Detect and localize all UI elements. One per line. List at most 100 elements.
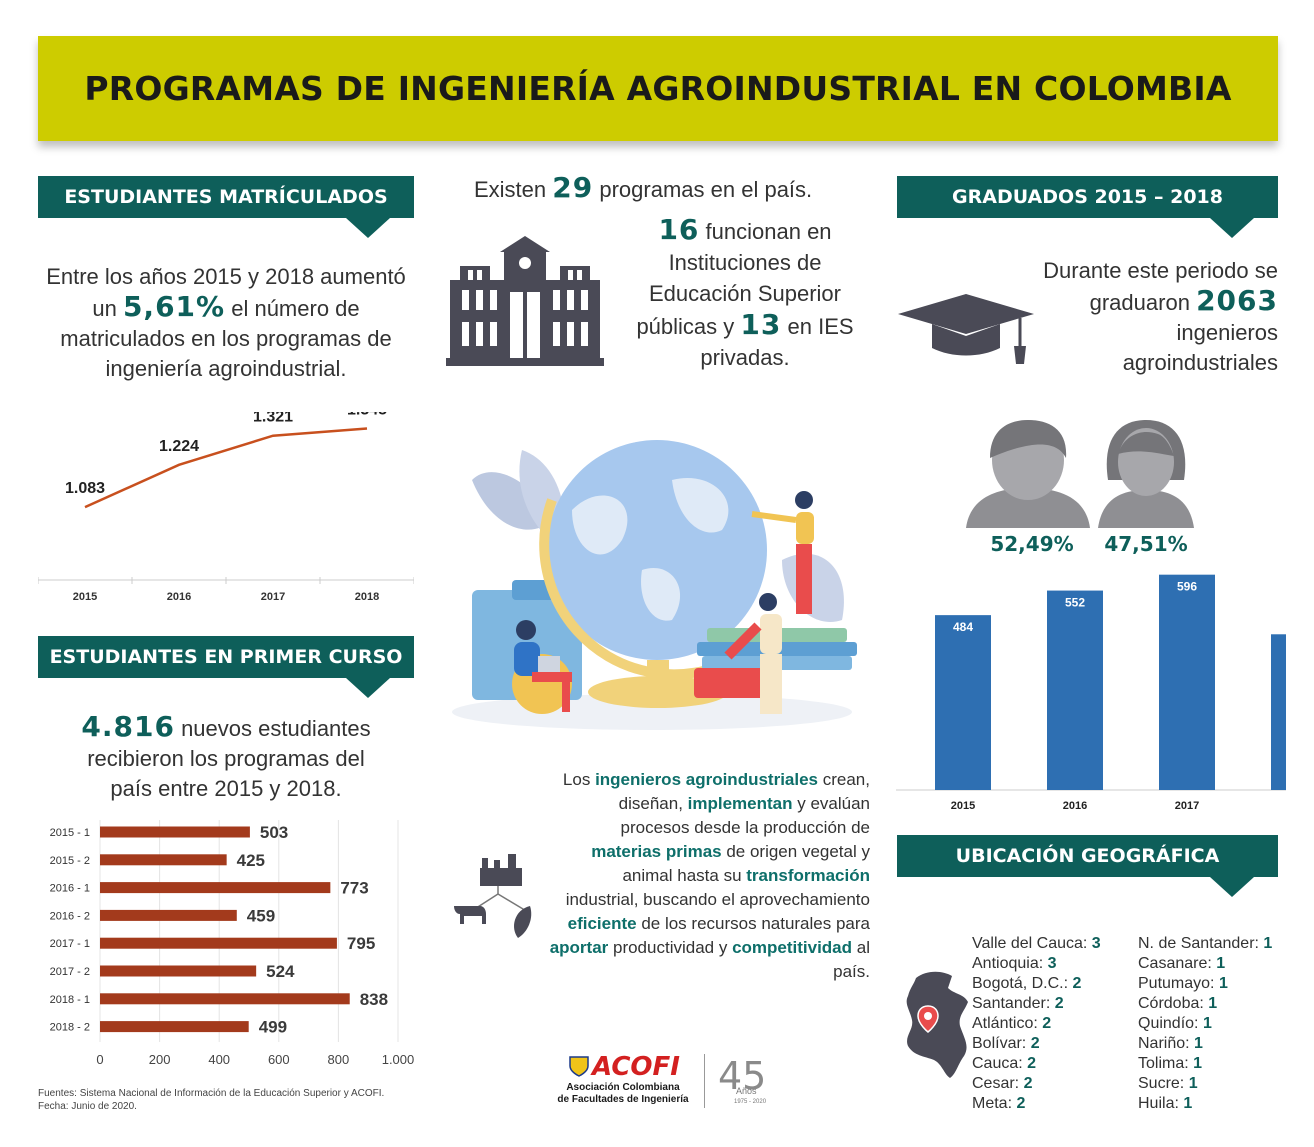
- tab-primer-curso: ESTUDIANTES EN PRIMER CURSO: [38, 636, 414, 698]
- ubicacion-item-name: N. de Santander:: [1138, 935, 1264, 952]
- line-chart-category-label: 2015: [73, 591, 97, 603]
- graduados-line-2-pre: graduaron: [1089, 290, 1190, 315]
- tab-notch: [346, 218, 390, 238]
- ubicacion-list-1: Valle del Cauca: 3 Antioquia: 3 Bogotá, D.…: [972, 934, 1101, 1114]
- ubicacion-item: Nariño: 1: [1138, 1034, 1272, 1054]
- primer-curso-text-1: nuevos estudiantes: [181, 716, 371, 741]
- description-text-part: productividad y: [608, 938, 733, 957]
- hbar-tick-label: 600: [268, 1052, 290, 1067]
- hbar-category-label: 2017 - 1: [50, 938, 90, 950]
- matriculados-highlight: 5,61%: [122, 290, 226, 323]
- ubicacion-item: Sucre: 1: [1138, 1074, 1272, 1094]
- description-text-part: Los: [562, 770, 596, 789]
- description-highlight: eficiente: [567, 914, 637, 933]
- ubicacion-item: Bolívar: 2: [972, 1034, 1101, 1054]
- vbar-value-label: 552: [1065, 596, 1085, 610]
- source-line-1: Fuentes: Sistema Nacional de Información…: [38, 1088, 385, 1099]
- ubicacion-item: Bogotá, D.C.: 2: [972, 974, 1101, 994]
- description-highlight: ingenieros agroindustriales: [595, 770, 819, 789]
- matriculados-text: Entre los años 2015 y 2018 aumentó un 5,…: [38, 262, 414, 384]
- hbar-tick-label: 800: [328, 1052, 350, 1067]
- acofi-shield-icon: [569, 1056, 589, 1077]
- ubicacion-item-name: Bolívar:: [972, 1035, 1031, 1052]
- ubicacion-item: Putumayo: 1: [1138, 974, 1272, 994]
- acofi-name: ACOFI: [592, 1052, 680, 1082]
- ubicacion-item-name: Santander:: [972, 995, 1055, 1012]
- tab-ubicacion-label: UBICACIÓN GEOGRÁFICA: [955, 845, 1220, 867]
- hbar-category-label: 2018 - 1: [50, 994, 90, 1006]
- hbar-bar: [100, 937, 337, 949]
- hbar-tick-label: 200: [149, 1052, 171, 1067]
- hbar-bar: [100, 909, 237, 921]
- source-line-2: Fecha: Junio de 2020.: [38, 1101, 137, 1112]
- graduados-line-1: Durante este periodo se: [1043, 258, 1278, 283]
- ubicacion-item: Meta: 2: [972, 1094, 1101, 1114]
- vbar-bar: [1271, 634, 1286, 790]
- ubicacion-item: Valle del Cauca: 3: [972, 934, 1101, 954]
- graduados-line-3: ingenieros: [1176, 320, 1278, 345]
- vbar-category-label: 2016: [1063, 800, 1087, 812]
- programas-publicas: 16: [658, 213, 700, 246]
- title-band: PROGRAMAS DE INGENIERÍA AGROINDUSTRIAL E…: [38, 36, 1278, 141]
- ubicacion-item-name: Bogotá, D.C.:: [972, 975, 1073, 992]
- ubicacion-item: Atlántico: 2: [972, 1014, 1101, 1034]
- hbar-value-label: 524: [266, 962, 295, 981]
- ubicacion-item-name: Cauca:: [972, 1055, 1028, 1072]
- description-text-part: industrial, buscando el aprovechamiento: [565, 890, 870, 909]
- acofi-line-1: Asociación Colombiana: [566, 1082, 680, 1093]
- ubicacion-item-count: 1: [1188, 1075, 1198, 1092]
- tab-notch: [1210, 218, 1254, 238]
- hbar-category-label: 2018 - 2: [50, 1022, 90, 1034]
- programas-line2: funcionan en: [705, 219, 832, 244]
- primer-curso-highlight: 4.816: [81, 710, 175, 743]
- programas-privadas: 13: [740, 308, 782, 341]
- matriculados-text-post: el número de matriculados en los program…: [60, 296, 392, 381]
- vbar-bar: [1047, 590, 1103, 790]
- ubicacion-item-count: 1: [1218, 975, 1228, 992]
- line-chart-series: [84, 427, 368, 509]
- ubicacion-item-count: 1: [1263, 935, 1273, 952]
- anniversary-label: Años: [736, 1086, 757, 1096]
- primer-curso-text-3: país entre 2015 y 2018.: [110, 776, 342, 801]
- hbar-category-label: 2016 - 1: [50, 883, 90, 895]
- source-note: Fuentes: Sistema Nacional de Información…: [38, 1087, 384, 1113]
- hbar-tick-label: 400: [208, 1052, 230, 1067]
- graduados-count: 2063: [1196, 284, 1278, 317]
- ubicacion-item-name: Meta:: [972, 1095, 1017, 1112]
- ubicacion-item-name: Tolima:: [1138, 1055, 1194, 1072]
- tab-ubicacion: UBICACIÓN GEOGRÁFICA: [897, 835, 1278, 897]
- vbar-category-label: 2015: [951, 800, 975, 812]
- ubicacion-item-count: 2: [1030, 1035, 1040, 1052]
- globe-students-illustration: [452, 440, 857, 730]
- ubicacion-item-name: Sucre:: [1138, 1075, 1189, 1092]
- ubicacion-item: Cesar: 2: [972, 1074, 1101, 1094]
- line-chart-category-label: 2017: [261, 591, 285, 603]
- ubicacion-item-count: 1: [1202, 1015, 1212, 1032]
- hbar-value-label: 503: [260, 823, 288, 842]
- ubicacion-item: Cauca: 2: [972, 1054, 1101, 1074]
- hbar-bar: [100, 826, 250, 838]
- ubicacion-item-count: 3: [1047, 955, 1057, 972]
- anniversary-number: 45: [718, 1054, 767, 1098]
- hbar-value-label: 838: [360, 990, 388, 1009]
- vbar-value-label: 484: [953, 620, 973, 634]
- programas-line5-post: en IES: [787, 314, 854, 339]
- hbar-category-label: 2016 - 2: [50, 910, 90, 922]
- ubicacion-item-count: 2: [1023, 1075, 1033, 1092]
- ubicacion-item-count: 2: [1042, 1015, 1052, 1032]
- hbar-value-label: 773: [340, 879, 368, 898]
- acofi-line-2: de Facultades de Ingeniería: [557, 1094, 689, 1105]
- ubicacion-item-count: 1: [1208, 995, 1218, 1012]
- agroindustry-icon: [454, 854, 532, 938]
- line-chart-category-label: 2016: [167, 591, 191, 603]
- vbar-bar: [1159, 574, 1215, 790]
- hbar-value-label: 795: [347, 934, 375, 953]
- hbar-category-label: 2015 - 2: [50, 855, 90, 867]
- ubicacion-item-name: Casanare:: [1138, 955, 1217, 972]
- hbar-bar: [100, 854, 227, 866]
- ubicacion-item-count: 2: [1072, 975, 1082, 992]
- graduados-text: Durante este periodo se graduaron 2063 i…: [1000, 256, 1278, 378]
- hbar-category-label: 2015 - 1: [50, 827, 90, 839]
- description-text-part: y evalúan procesos desde la producción d…: [620, 794, 871, 837]
- primer-curso-text: 4.816 nuevos estudiantes recibieron los …: [38, 712, 414, 804]
